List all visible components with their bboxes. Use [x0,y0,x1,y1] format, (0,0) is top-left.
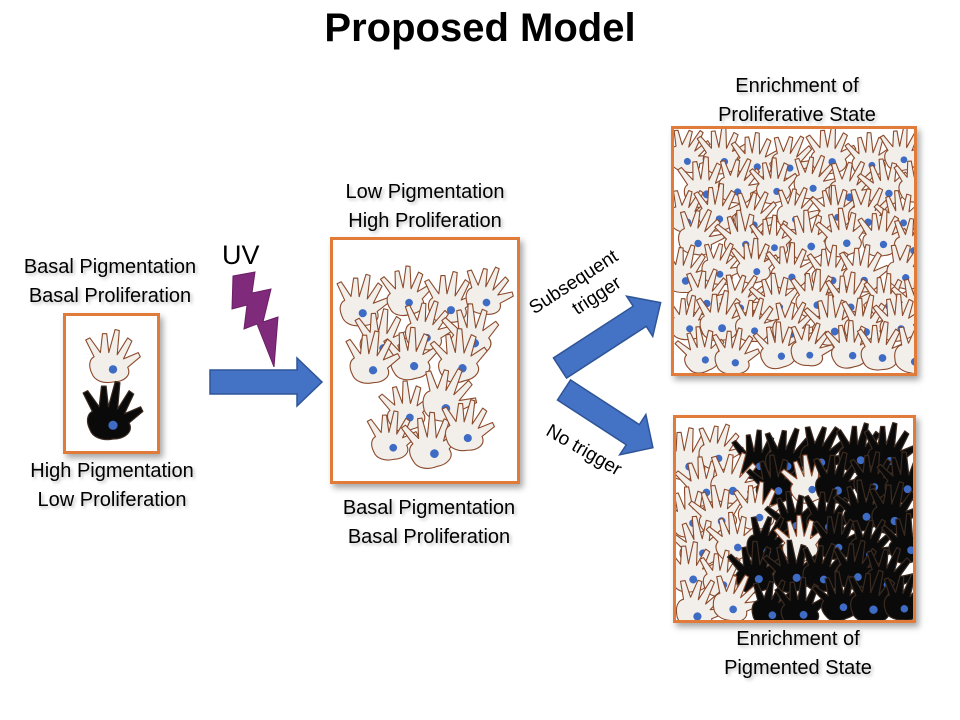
pigmented-state-box [673,415,916,623]
right-top-label: Enrichment of Proliferative State [697,72,897,130]
right-bottom-label: Enrichment of Pigmented State [698,625,898,683]
cells-illustration [336,265,514,469]
dark-cell-icon [82,380,144,441]
right-top-line1: Enrichment of [735,75,859,97]
light-cell-icon [711,327,761,373]
main-right-arrow-icon [209,356,324,408]
light-cell-icon [894,326,914,373]
middle-bottom-line2: Basal Proliferation [347,526,511,548]
light-cell-icon [345,330,401,384]
right-top-line2: Proliferative State [718,104,876,126]
light-cell-icon [674,326,725,373]
left-bottom-line2: Low Proliferation [37,489,187,511]
light-cell-icon [790,322,835,367]
middle-top-line1: Low Pigmentation [345,181,505,203]
cells-illustration [82,328,144,441]
middle-bottom-line1: Basal Pigmentation [342,497,516,519]
light-cell-icon [893,156,914,203]
light-cell-icon [752,321,804,370]
left-bottom-label: High Pigmentation Low Proliferation [12,457,212,515]
middle-top-line2: High Proliferation [348,210,502,232]
light-cell-icon [379,265,433,317]
dark-cell-icon [883,573,913,620]
subsequent-trigger-arrow-icon [552,295,662,380]
no-trigger-arrow-icon [556,378,654,456]
cells-illustration [676,422,913,620]
left-top-line1: Basal Pigmentation [23,256,197,278]
left-bottom-line1: High Pigmentation [30,460,194,482]
light-cell-icon [712,574,761,620]
uv-lightning-icon [231,271,279,368]
uv-label: UV [222,240,260,270]
light-cell-icon [85,328,141,384]
light-cell-icon [441,399,495,452]
page-title: Proposed Model [324,6,636,50]
right-bottom-line1: Enrichment of [736,628,860,650]
middle-top-label: Low Pigmentation High Proliferation [325,178,525,236]
proliferative-state-box [671,126,917,376]
right-bottom-line2: Pigmented State [724,657,872,679]
light-cell-icon [336,273,391,327]
cells-illustration [674,129,914,373]
middle-cell-box [330,237,520,484]
left-top-label: Basal Pigmentation Basal Proliferation [10,253,210,311]
light-cell-icon [465,266,514,315]
left-top-line2: Basal Proliferation [28,285,192,307]
middle-bottom-label: Basal Pigmentation Basal Proliferation [329,494,529,552]
left-cell-box [63,313,160,454]
